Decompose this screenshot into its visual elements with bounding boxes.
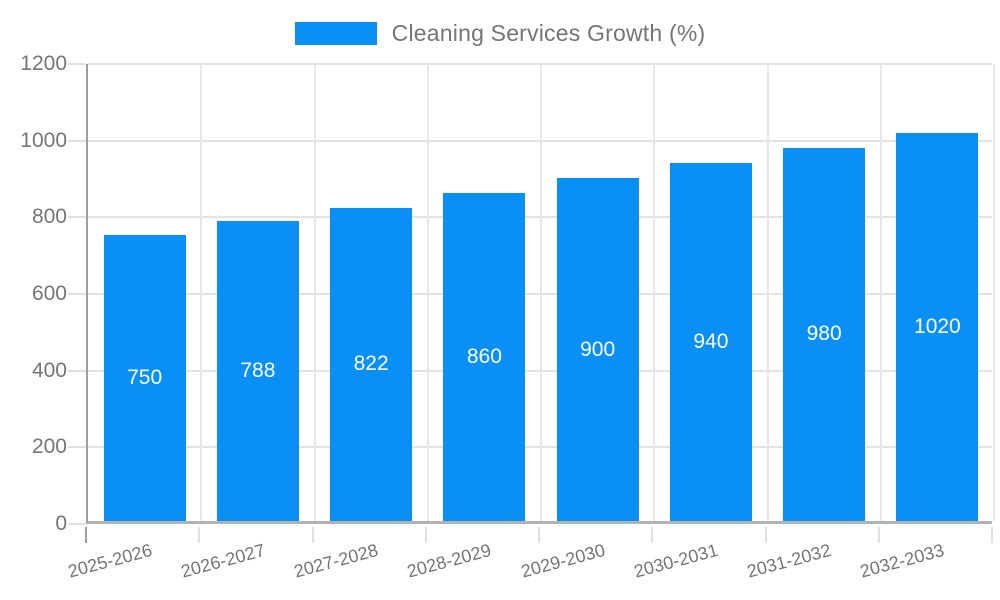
x-gridline [200, 64, 203, 521]
bar-value-label: 860 [466, 345, 502, 369]
x-gridline [766, 64, 769, 521]
bar[interactable]: 900 [556, 178, 639, 521]
x-axis-tick-mark [538, 527, 540, 543]
bar[interactable]: 822 [330, 207, 413, 521]
y-axis-tick-label: 1000 [20, 128, 67, 152]
bar[interactable]: 1020 [896, 132, 979, 521]
y-axis-tick-label: 400 [31, 358, 67, 382]
legend[interactable]: Cleaning Services Growth (%) [0, 20, 1000, 47]
bar[interactable]: 980 [783, 147, 866, 521]
x-gridline [313, 64, 316, 521]
y-axis-tick-label: 200 [31, 435, 67, 459]
y-axis-tick-mark [68, 523, 86, 525]
bar[interactable]: 860 [443, 193, 526, 521]
bar[interactable]: 788 [216, 220, 299, 521]
bar-value-label: 822 [353, 352, 389, 376]
x-gridline [426, 64, 429, 521]
legend-swatch [294, 22, 377, 45]
x-axis-tick-mark [198, 527, 201, 543]
x-axis-tick-mark [651, 527, 654, 543]
x-gridline [879, 64, 882, 521]
x-gridline [653, 64, 656, 521]
bar[interactable]: 750 [103, 235, 186, 521]
bar-value-label: 980 [806, 322, 842, 346]
bar-value-label: 940 [693, 330, 729, 354]
x-axis-tick-mark [85, 527, 87, 543]
bar-value-label: 788 [240, 358, 276, 382]
bar-value-label: 1020 [914, 314, 961, 338]
legend-label: Cleaning Services Growth (%) [391, 20, 706, 46]
y-axis-tick-mark [68, 293, 86, 295]
y-axis-tick-label: 1200 [20, 52, 67, 75]
bar[interactable]: 940 [669, 163, 752, 521]
x-axis-tick-mark [311, 527, 314, 543]
y-axis-tick-mark [68, 139, 86, 142]
y-axis-tick-mark [68, 369, 86, 372]
x-axis-tick-mark [877, 527, 880, 543]
y-axis-tick-label: 800 [31, 205, 67, 229]
bar-value-label: 900 [580, 337, 616, 361]
y-axis-tick-mark [68, 446, 86, 449]
y-axis-tick-label: 0 [55, 512, 67, 535]
x-axis-tick-mark [764, 527, 767, 543]
x-axis-tick-mark [991, 527, 993, 543]
y-axis-tick-label: 600 [31, 282, 67, 305]
y-axis-tick-mark [68, 63, 86, 65]
x-gridline [540, 64, 542, 521]
bar-value-label: 750 [127, 366, 163, 390]
y-axis-tick-mark [68, 216, 86, 219]
x-axis-tick-mark [424, 527, 427, 543]
plot-area: 750 788 822 860 900 940 980 1020 [86, 63, 995, 524]
x-gridline [993, 64, 995, 521]
